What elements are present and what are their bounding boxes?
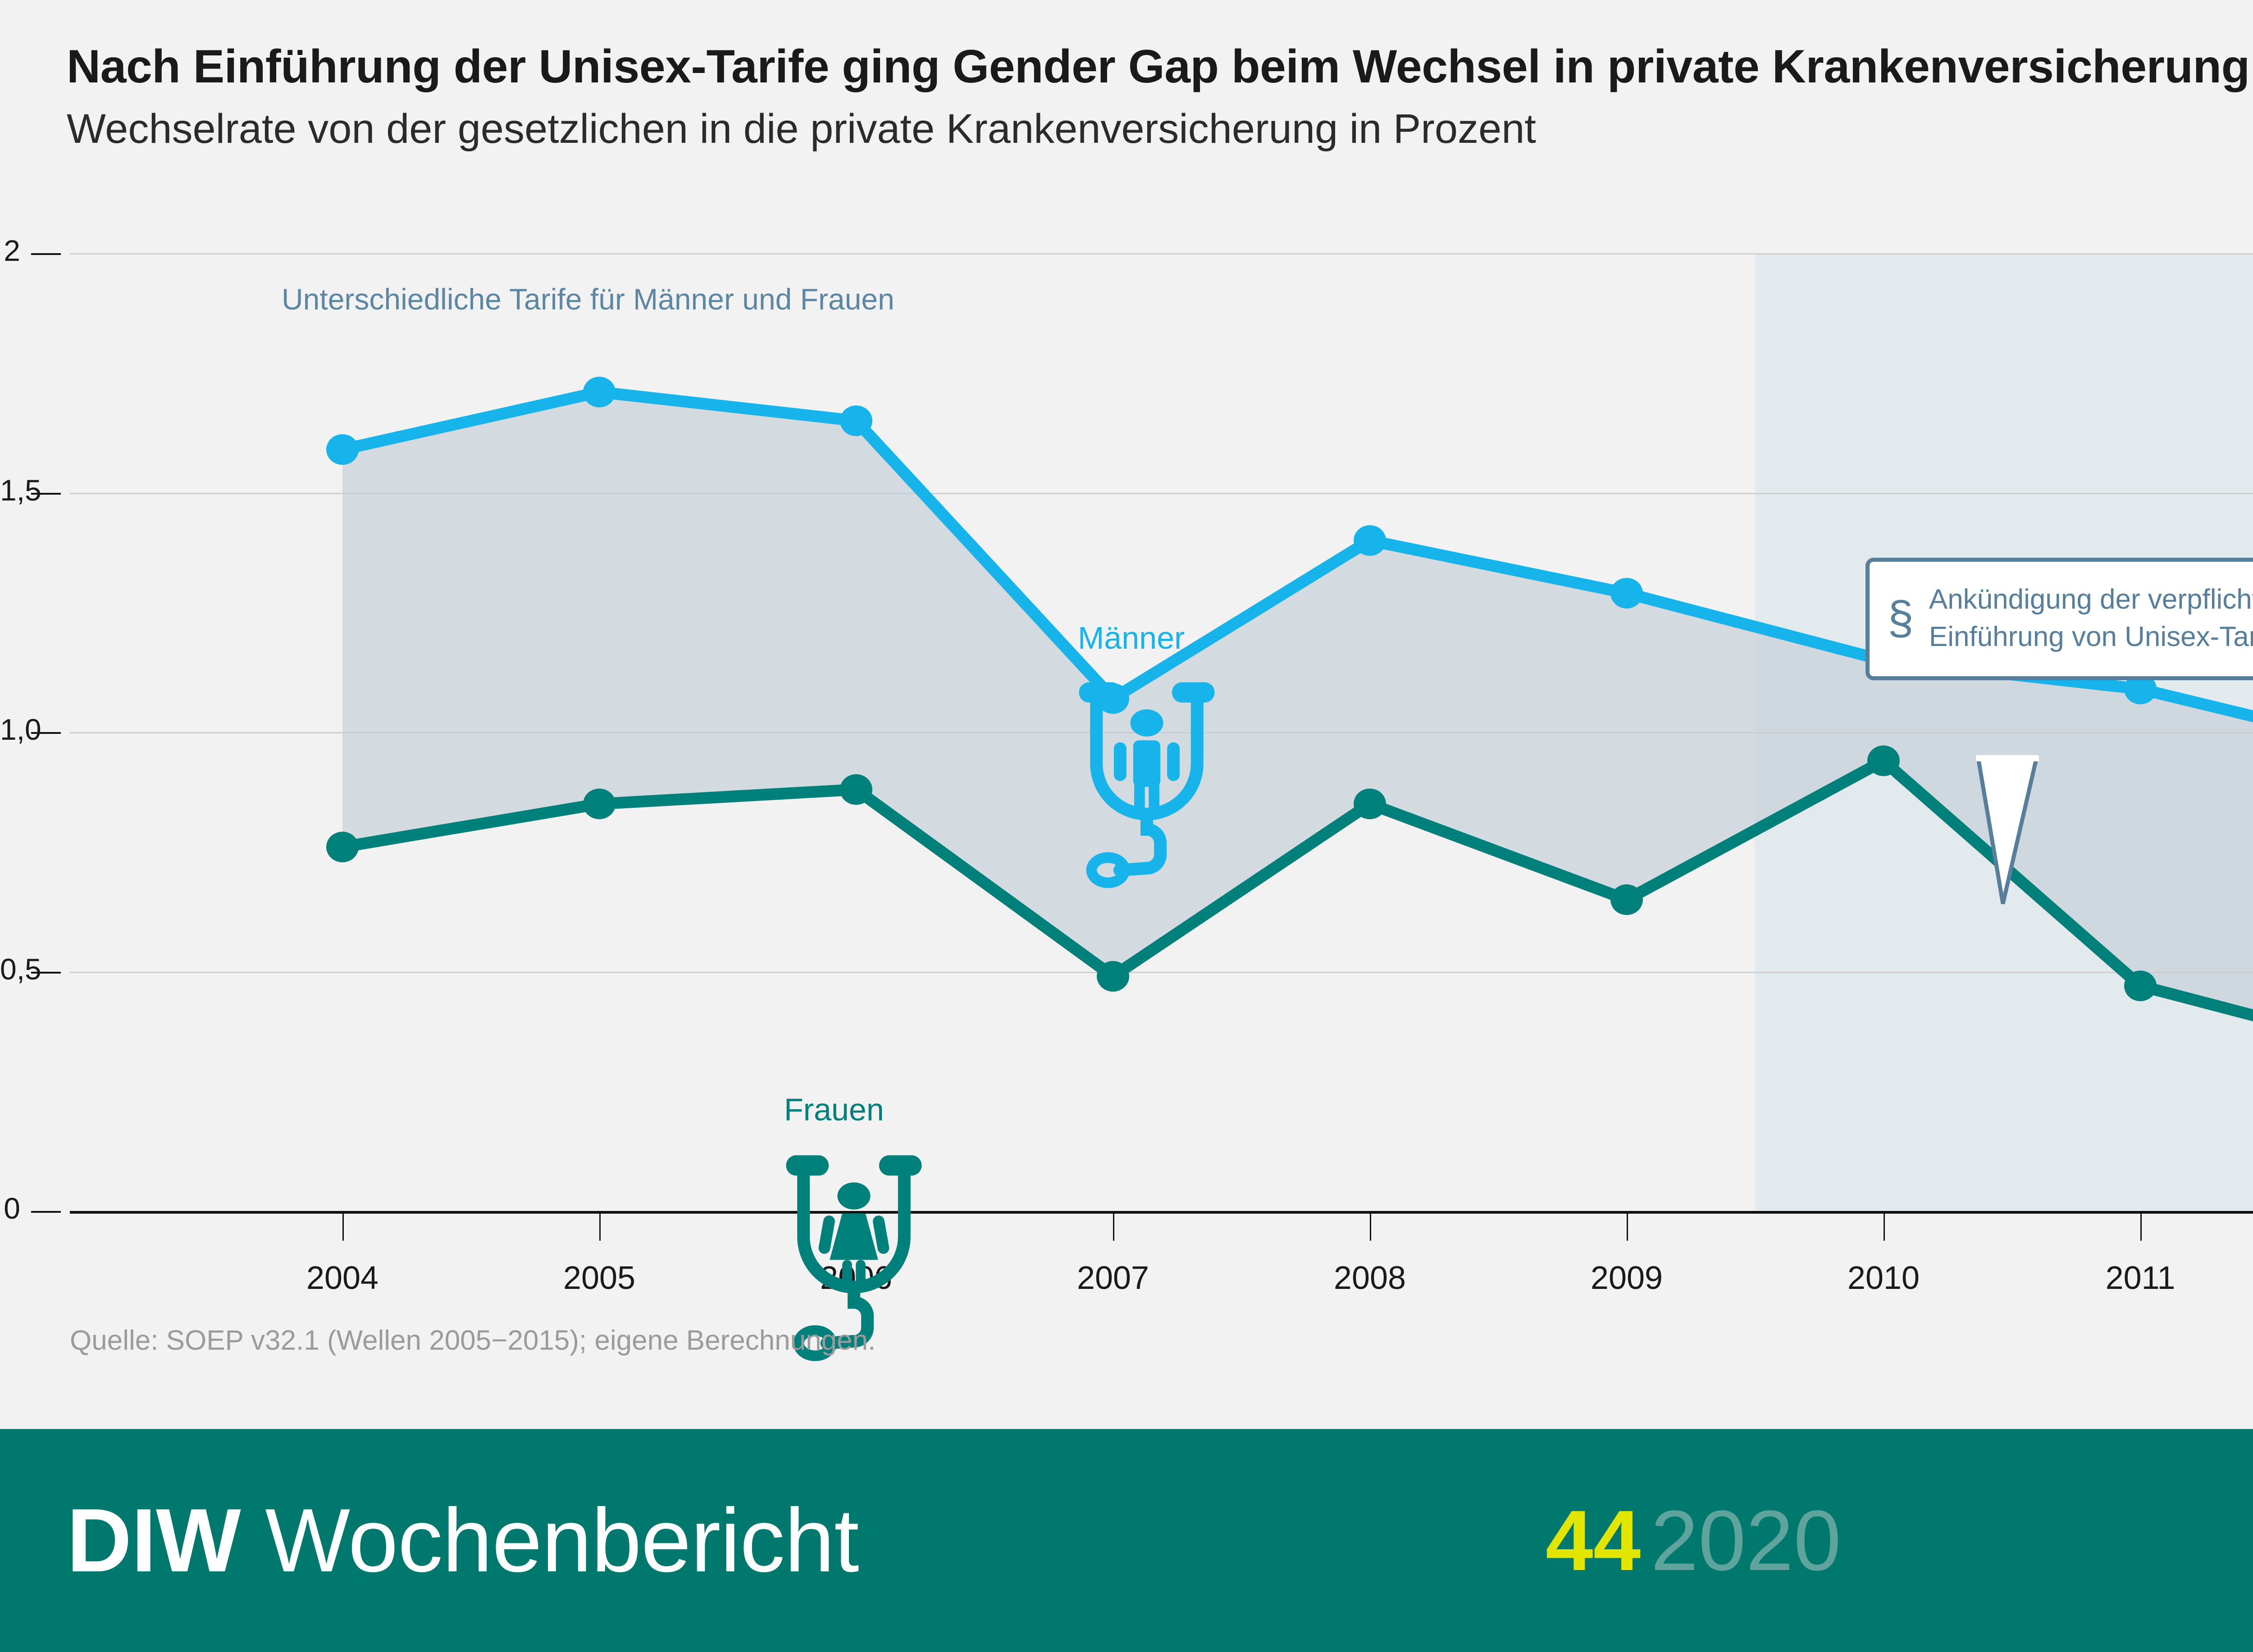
chart-header: Nach Einführung der Unisex-Tarife ging G…	[67, 41, 2253, 153]
x-axis-tick-label: 2005	[563, 1260, 636, 1296]
y-tick-dash	[31, 971, 61, 974]
callout-line-1: Ankündigung der verpflichtenden	[1929, 584, 2253, 615]
x-axis-tick-label: 2007	[1076, 1260, 1149, 1296]
x-tick-mark	[1113, 1211, 1114, 1241]
data-point	[1097, 961, 1129, 992]
callout-announcement: § Ankündigung der verpflichtenden Einfüh…	[1865, 558, 2253, 681]
data-point	[2124, 970, 2157, 1001]
x-tick-mark	[2140, 1211, 2142, 1241]
callout-tail	[1976, 755, 2039, 905]
annotation-different-tariffs: Unterschiedliche Tarife für Männer und F…	[282, 282, 894, 316]
data-point	[840, 405, 872, 437]
data-point	[583, 788, 616, 819]
x-tick-mark	[599, 1211, 601, 1241]
banner-brand: DIW Wochenbericht	[67, 1489, 859, 1593]
x-tick-mark	[342, 1211, 344, 1241]
x-axis-tick-label: 2011	[2105, 1260, 2175, 1296]
gridline	[70, 492, 2253, 494]
stethoscope-women-icon	[757, 1139, 951, 1373]
x-axis-tick-label: 2010	[1847, 1260, 1920, 1296]
y-tick-dash	[31, 492, 61, 495]
data-point	[326, 832, 359, 863]
source-note: Quelle: SOEP v32.1 (Wellen 2005−2015); e…	[70, 1325, 876, 1356]
stethoscope-men-icon	[1050, 666, 1244, 900]
y-tick-dash	[31, 732, 61, 734]
y-axis-tick-label: 1,0	[0, 713, 41, 746]
data-point	[840, 774, 872, 805]
page-subtitle: Wechselrate von der gesetzlichen in die …	[67, 106, 1536, 152]
data-point	[1610, 884, 1643, 915]
banner-brand-diw: DIW	[67, 1490, 241, 1591]
data-point	[583, 377, 616, 408]
y-axis-tick-label: 2	[4, 234, 20, 267]
y-axis-tick-label: 0	[4, 1192, 20, 1225]
x-tick-mark	[1370, 1211, 1371, 1241]
banner-year: 2020	[1651, 1493, 1842, 1588]
gridline	[70, 971, 2253, 973]
x-tick-mark	[1627, 1211, 1628, 1241]
y-axis-tick-label: 0,5	[0, 952, 41, 986]
paragraph-icon: §	[1888, 592, 1914, 644]
x-axis-tick-label: 2004	[306, 1260, 379, 1296]
banner-issue-year: 44 2020	[1546, 1492, 1841, 1590]
gridline	[70, 253, 2253, 255]
gender-gap-ribbon	[342, 392, 2253, 1015]
series-label-men: Männer	[1078, 620, 1185, 655]
data-point	[1867, 745, 1900, 776]
x-tick-mark	[1884, 1211, 1885, 1241]
data-point	[326, 434, 359, 465]
data-point	[1610, 578, 1643, 609]
y-tick-dash	[31, 1211, 61, 1213]
banner-issue-number: 44	[1546, 1493, 1641, 1588]
data-point	[1354, 525, 1386, 556]
banner-brand-wochenbericht: Wochenbericht	[240, 1490, 859, 1591]
data-point	[1354, 788, 1386, 819]
x-axis-tick-label: 2008	[1333, 1260, 1406, 1296]
gridline	[70, 1211, 2253, 1214]
series-label-women: Frauen	[784, 1092, 884, 1127]
y-axis-tick-label: 1,5	[0, 473, 41, 507]
callout-line-2: Einführung von Unisex-Tarifen	[1929, 621, 2253, 653]
page-title: Nach Einführung der Unisex-Tarife ging G…	[67, 41, 2253, 93]
chart-panel: 00,51,01,52 2004200520062007200820092010…	[0, 234, 2253, 1400]
y-tick-dash	[31, 253, 61, 255]
plot-area	[70, 253, 2253, 1241]
data-point	[2124, 674, 2157, 705]
x-axis-tick-label: 2009	[1590, 1260, 1663, 1296]
